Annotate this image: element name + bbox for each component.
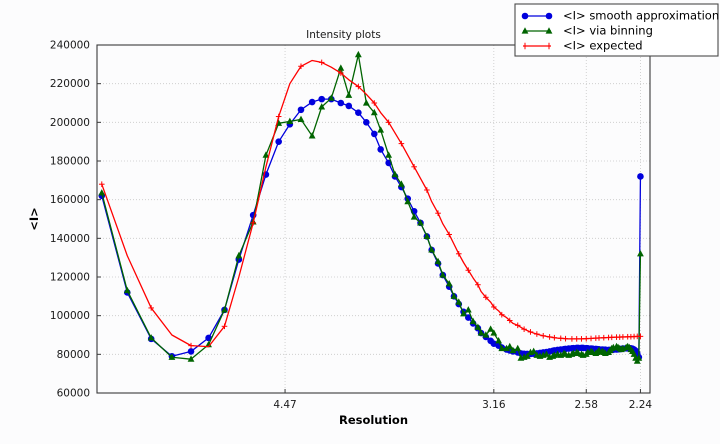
legend-label-0: <I> smooth approximation [563, 9, 719, 23]
x-tick-label: 3.16 [482, 399, 506, 411]
x-axis-title: Resolution [339, 413, 408, 427]
y-tick-label: 160000 [50, 194, 90, 206]
x-tick-label: 2.24 [629, 399, 653, 411]
x-tick-label: 2.58 [575, 399, 598, 411]
data-series-layer [98, 50, 644, 364]
y-tick-label: 220000 [50, 78, 90, 90]
y-tick-label: 80000 [57, 349, 90, 361]
y-tick-label: 240000 [50, 40, 90, 52]
legend-item-2[interactable]: <I> expected [523, 39, 643, 53]
y-axis-title: <I> [27, 207, 41, 231]
legend-item-0[interactable]: <I> smooth approximation [521, 9, 719, 23]
y-tick-label: 120000 [50, 272, 90, 284]
x-tick-label: 4.47 [273, 399, 296, 411]
chart-title: Intensity plots [306, 29, 381, 41]
grid-lines [97, 44, 650, 394]
series-2 [98, 59, 644, 349]
legend-label-1: <I> via binning [563, 24, 653, 38]
y-tick-label: 140000 [50, 233, 90, 245]
y-tick-label: 200000 [50, 117, 90, 129]
legend-item-1[interactable]: <I> via binning [521, 24, 653, 38]
y-tick-label: 100000 [50, 310, 90, 322]
axes-layer [96, 44, 651, 394]
legend-label-2: <I> expected [563, 39, 643, 53]
series-0 [98, 95, 644, 361]
y-tick-label: 180000 [50, 156, 90, 168]
y-tick-label: 60000 [57, 388, 90, 400]
axis-labels-layer: 60000 80000 100000 120000 140000 160000 180000… [27, 29, 652, 427]
series-1 [98, 50, 644, 364]
chart-legend[interactable]: <I> smooth approximation<I> via binning<… [514, 3, 719, 57]
